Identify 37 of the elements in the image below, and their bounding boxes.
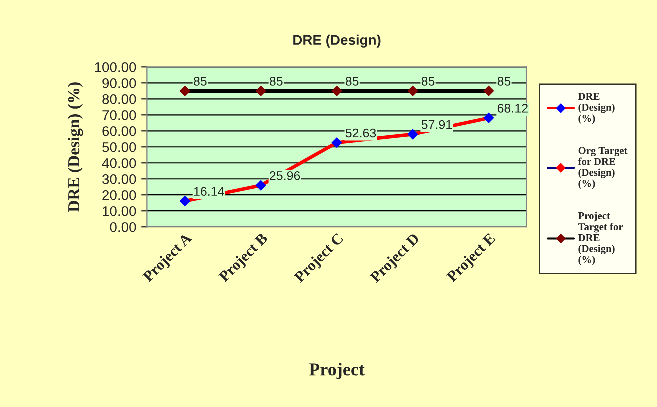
data-label: 16.14 [194, 187, 224, 196]
y-tick-label: 10.00 [103, 206, 136, 216]
chart-title: DRE (Design) [294, 34, 381, 48]
y-tick-label: 80.00 [102, 94, 136, 104]
point [484, 112, 494, 124]
y-tick-label: 40.00 [102, 158, 136, 168]
point [332, 138, 342, 148]
point [332, 86, 342, 97]
point [180, 196, 191, 207]
point [256, 86, 266, 97]
y-tick-label: 0.00 [110, 222, 136, 232]
y-tick-label: 20.00 [102, 190, 136, 200]
data-label: 85 [498, 77, 511, 86]
y-tick-label: 90.00 [102, 78, 136, 88]
legend-label: Org Target for DRE (Design) (%) [578, 147, 628, 190]
point [484, 86, 494, 97]
data-label: 52.63 [346, 128, 376, 138]
data-label: 57.91 [422, 120, 452, 130]
y-tick-label: 100.00 [95, 62, 136, 72]
y-tick-label: 70.00 [102, 110, 136, 120]
legend-label: DRE (Design) (%) [578, 93, 615, 124]
data-label: 85 [346, 77, 359, 86]
data-label: 85 [422, 77, 435, 86]
legend-label: Project Target for DRE (Design) (%) [578, 212, 624, 266]
x-axis-title: Project [309, 363, 365, 380]
data-label: 85 [270, 77, 283, 86]
point [256, 180, 266, 191]
data-label: 68.12 [498, 104, 528, 113]
point [408, 86, 418, 97]
data-label: 25.96 [270, 171, 300, 180]
y-axis-title: DRE (Design) (%) [68, 82, 84, 212]
point [408, 129, 418, 140]
y-tick-label: 60.00 [102, 126, 136, 136]
point [180, 86, 191, 97]
y-tick-label: 30.00 [102, 174, 136, 184]
data-label: 85 [194, 77, 207, 86]
y-tick-label: 50.00 [102, 142, 136, 152]
